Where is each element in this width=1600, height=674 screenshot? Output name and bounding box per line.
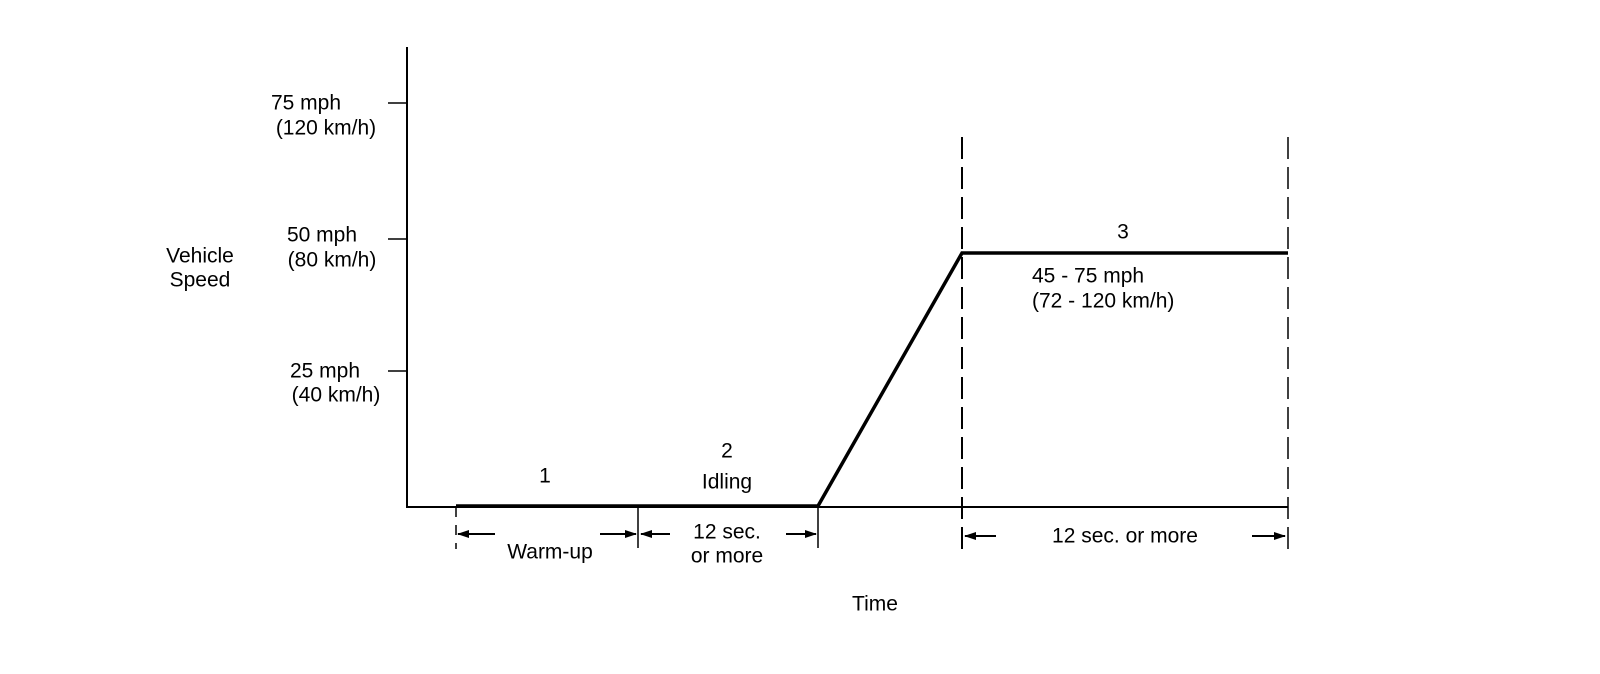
tick-label: 25 mph	[290, 360, 360, 383]
phase-speed: (72 - 120 km/h)	[1032, 290, 1174, 313]
phase-number: 1	[539, 465, 551, 488]
tick-label: (80 km/h)	[288, 249, 377, 272]
phase-speed: 45 - 75 mph	[1032, 265, 1144, 288]
tick-label: 50 mph	[287, 224, 357, 247]
phase-duration: Warm-up	[507, 541, 593, 564]
tick-label: 75 mph	[271, 92, 341, 115]
phase-number: 2	[721, 440, 733, 463]
phase-duration: 12 sec. or more	[1052, 525, 1198, 548]
phase-duration: or more	[691, 545, 763, 568]
tick-label: (40 km/h)	[292, 384, 381, 407]
phase-name: Idling	[702, 471, 752, 494]
y-label: Vehicle	[166, 245, 234, 268]
y-label: Speed	[170, 269, 231, 292]
phase-number: 3	[1117, 221, 1129, 244]
phase-duration: 12 sec.	[693, 521, 761, 544]
tick-label: (120 km/h)	[276, 117, 376, 140]
x-label: Time	[852, 593, 898, 616]
speed-profile	[456, 251, 1288, 508]
